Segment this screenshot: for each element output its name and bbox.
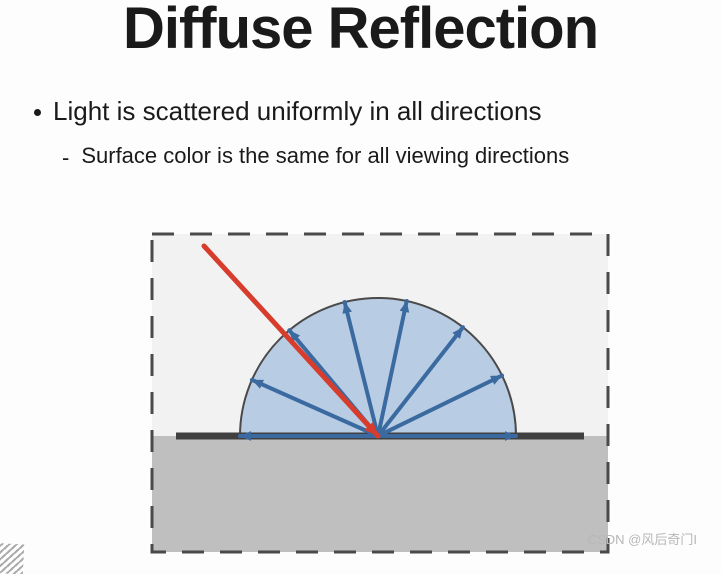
bullet-2-text: Surface color is the same for all viewin…: [81, 143, 569, 169]
watermark-text: CSDN @风后奇门I: [588, 529, 697, 548]
bullet-dot-icon: [34, 109, 41, 116]
ground-region: [152, 436, 608, 552]
diffuse-reflection-diagram: [150, 232, 610, 559]
bullet-item-2: - Surface color is the same for all view…: [62, 143, 721, 174]
page-title: Diffuse Reflection: [0, 0, 721, 58]
diagram-svg: [150, 232, 610, 554]
bullet-list: Light is scattered uniformly in all dire…: [34, 96, 721, 174]
bullet-dash-icon: -: [62, 143, 69, 174]
corner-artifact-icon: [0, 543, 24, 574]
bullet-1-text: Light is scattered uniformly in all dire…: [53, 96, 541, 127]
bullet-item-1: Light is scattered uniformly in all dire…: [34, 96, 721, 127]
